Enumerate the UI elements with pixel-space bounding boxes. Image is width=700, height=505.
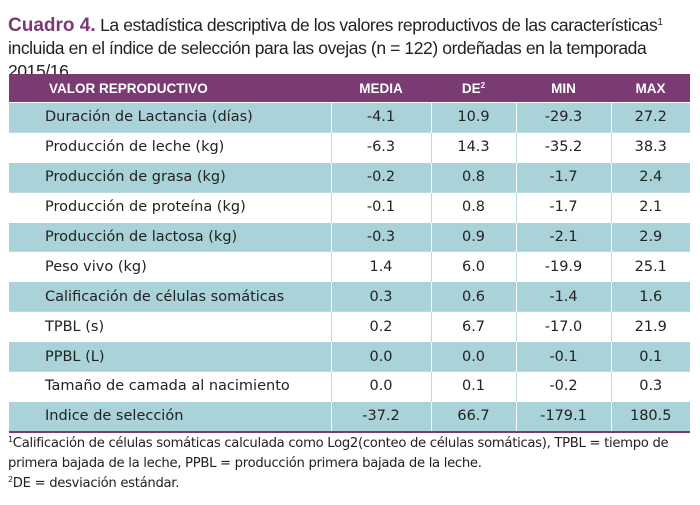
cell-de: 0.9 — [430, 221, 516, 252]
cell-max: 21.9 — [610, 311, 690, 342]
cell-max: 0.3 — [610, 371, 690, 402]
cell-media: 0.2 — [330, 311, 431, 342]
cell-de: 14.3 — [430, 131, 516, 163]
table-footnotes: 1Calificación de células somáticas calcu… — [8, 434, 696, 494]
cell-valor-reproductivo: Tamaño de camada al nacimiento — [9, 371, 331, 402]
cell-valor-reproductivo: Indice de selección — [9, 400, 331, 432]
cell-media: 0.3 — [330, 281, 431, 312]
cell-max: 2.9 — [610, 221, 690, 252]
header-de-footnote-mark: 2 — [480, 80, 486, 90]
table-row: Producción de proteína (kg) -0.1 0.8 -1.7 2.… — [9, 191, 690, 223]
cell-media: -37.2 — [330, 400, 431, 432]
cell-de: 0.8 — [430, 191, 516, 223]
cell-min: -29.3 — [515, 102, 611, 133]
cell-de: 66.7 — [430, 400, 516, 432]
table-row: Producción de leche (kg) -6.3 14.3 -35.2 38.… — [9, 131, 690, 163]
cell-de: 0.6 — [430, 281, 516, 312]
header-min: MIN — [516, 74, 611, 103]
cell-min: -0.1 — [515, 341, 611, 372]
cell-media: -4.1 — [330, 102, 431, 133]
table-row: Duración de Lactancia (días) -4.1 10.9 -29.… — [9, 102, 690, 133]
footnote-2-mark: 2 — [8, 475, 13, 484]
cell-min: -35.2 — [515, 131, 611, 163]
cell-max: 1.6 — [610, 281, 690, 312]
header-de: DE2 — [431, 74, 516, 103]
cell-valor-reproductivo: Peso vivo (kg) — [9, 251, 331, 282]
table-row: Calificación de células somáticas 0.3 0.6-… — [9, 281, 690, 312]
header-max: MAX — [611, 74, 690, 103]
cell-min: -0.2 — [515, 371, 611, 402]
footnote-1-text: Calificación de células somáticas calcul… — [8, 436, 669, 471]
cell-media: -0.2 — [330, 161, 431, 193]
footnote-1: 1Calificación de células somáticas calcu… — [8, 434, 696, 474]
footnote-1-mark: 1 — [8, 435, 13, 444]
cell-valor-reproductivo: Calificación de células somáticas — [9, 281, 331, 312]
cell-valor-reproductivo: Producción de lactosa (kg) — [9, 221, 331, 252]
cell-de: 0.1 — [430, 371, 516, 402]
cell-max: 38.3 — [610, 131, 690, 163]
cell-valor-reproductivo: TPBL (s) — [9, 311, 331, 342]
cell-max: 180.5 — [610, 400, 690, 432]
cell-media: -0.3 — [330, 221, 431, 252]
header-valor-reproductivo: VALOR REPRODUCTIVO — [9, 74, 331, 103]
cell-valor-reproductivo: PPBL (L) — [9, 341, 331, 372]
table-row: PPBL (L) 0.0 0.0 -0.1 0.1 — [9, 341, 690, 372]
cell-media: 0.0 — [330, 371, 431, 402]
cell-min: -17.0 — [515, 311, 611, 342]
cell-min: -19.9 — [515, 251, 611, 282]
header-media: MEDIA — [331, 74, 431, 103]
table-row: TPBL (s) 0.2 6.7 -17.0 21.9 — [9, 311, 690, 342]
table-row: Producción de lactosa (kg) -0.3 0.9 -2.1 2.9 — [9, 221, 690, 252]
table-body: Duración de Lactancia (días) -4.1 10.9 -29.… — [9, 102, 690, 432]
table-row: Indice de selección -37.2 66.7 -179.1 180.5 — [9, 400, 690, 432]
cell-valor-reproductivo: Producción de proteína (kg) — [9, 191, 331, 223]
cell-valor-reproductivo: Producción de leche (kg) — [9, 131, 331, 163]
footnote-2: 2DE = desviación estándar. — [8, 474, 696, 494]
cell-de: 0.0 — [430, 341, 516, 372]
cell-max: 0.1 — [610, 341, 690, 372]
cell-min: -2.1 — [515, 221, 611, 252]
cell-de: 10.9 — [430, 102, 516, 133]
cell-media: -6.3 — [330, 131, 431, 163]
caption-footnote-mark: 1 — [657, 17, 663, 28]
cell-de: 6.0 — [430, 251, 516, 282]
cell-max: 27.2 — [610, 102, 690, 133]
table-header-row: VALOR REPRODUCTIVO MEDIA DE2 MIN MAX — [9, 74, 690, 103]
cell-min: -1.4 — [515, 281, 611, 312]
cell-valor-reproductivo: Duración de Lactancia (días) — [9, 102, 331, 133]
table-row: Tamaño de camada al nacimiento 0.0 0.1 -0.2… — [9, 371, 690, 402]
cell-de: 0.8 — [430, 161, 516, 193]
cell-max: 2.4 — [610, 161, 690, 193]
cell-min: -1.7 — [515, 191, 611, 223]
table-row: Producción de grasa (kg) -0.2 0.8 -1.7 2.4 — [9, 161, 690, 193]
cell-valor-reproductivo: Producción de grasa (kg) — [9, 161, 331, 193]
cell-max: 25.1 — [610, 251, 690, 282]
cell-media: -0.1 — [330, 191, 431, 223]
caption-text: La estadística descriptiva de los valore… — [95, 15, 658, 35]
table-caption: Cuadro 4. La estadística descriptiva de … — [8, 14, 694, 83]
cell-min: -179.1 — [515, 400, 611, 432]
table-row: Peso vivo (kg) 1.4 6.0 -19.9 25.1 — [9, 251, 690, 282]
cell-min: -1.7 — [515, 161, 611, 193]
reproductive-values-table: VALOR REPRODUCTIVO MEDIA DE2 MIN MAX Dur… — [9, 74, 690, 433]
cell-media: 1.4 — [330, 251, 431, 282]
cell-media: 0.0 — [330, 341, 431, 372]
caption-label: Cuadro 4. — [8, 15, 96, 36]
cell-max: 2.1 — [610, 191, 690, 223]
cell-de: 6.7 — [430, 311, 516, 342]
header-de-text: DE — [461, 80, 481, 96]
footnote-2-text: DE = desviación estándar. — [12, 476, 180, 491]
